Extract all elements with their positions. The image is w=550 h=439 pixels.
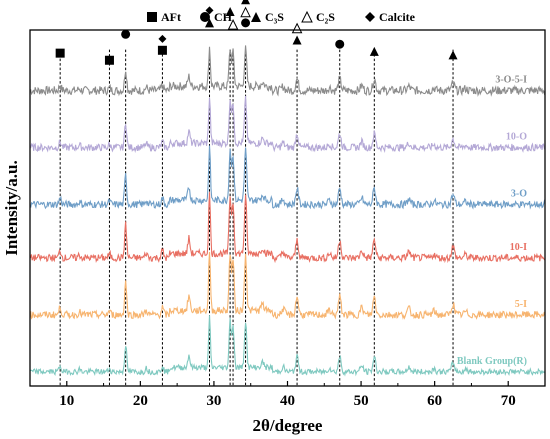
phase-marker-filled-square [55,48,65,58]
phase-marker-filled-circle [335,39,345,49]
legend-label: C₂S [316,10,335,24]
series-line [29,145,546,210]
series-label: 3-O [511,188,527,199]
series-label: 10-I [510,242,527,253]
x-tick-label: 70 [501,393,516,409]
series-line [29,192,546,264]
legend-label: C₃S [265,10,284,24]
series-line [29,95,546,154]
series-line [29,252,546,320]
x-tick-label: 50 [354,393,369,409]
series-label: 3-O-5-I [495,75,527,86]
legend-symbol-filled-circle [200,12,210,22]
x-axis-ticks: 10 20 30 40 50 60 70 [29,381,546,409]
x-axis-label: 2θ/degree [253,416,323,435]
legend: AFt CH C₃S C₂S Calcite [147,10,416,24]
x-tick-label: 10 [59,393,74,409]
series-lines [29,45,546,377]
reference-lines [59,49,454,386]
phase-marker-filled-diamond [158,34,167,43]
y-axis-label: Intensity/a.u. [2,160,21,255]
phase-marker-filled-triangle [369,46,379,56]
phase-marker-filled-diamond [205,6,214,15]
phase-marker-filled-triangle [448,50,458,60]
phase-marker-filled-triangle [205,18,215,28]
series-line [29,315,546,377]
series-label: 10-O [506,131,527,142]
series-line [29,45,546,97]
phase-marker-filled-square [104,55,114,65]
phase-marker-filled-square [157,45,167,55]
x-tick-label: 30 [206,393,221,409]
phase-marker-filled-triangle [292,35,302,45]
phase-marker-filled-triangle [225,6,235,16]
series-label: 5-I [515,299,527,310]
legend-symbol-filled-diamond [365,12,375,22]
phase-marker-filled-circle [241,18,251,28]
phase-marker-open-triangle [227,19,239,30]
series-label: Blank Group(R) [457,356,527,367]
series-labels: 3-O-5-I 10-O 3-O 10-I 5-I Blank Group(R) [457,75,527,367]
legend-label: AFt [161,10,181,24]
x-tick-label: 20 [133,393,148,409]
phase-markers [55,0,458,65]
legend-label: Calcite [379,10,416,24]
phase-marker-open-triangle [240,6,251,18]
plot-area: 3-O-5-I 10-O 3-O 10-I 5-I Blank Group(R) [29,0,546,386]
phase-marker-filled-circle [121,29,131,39]
legend-symbol-open-triangle [301,10,313,23]
legend-symbol-filled-square [147,12,157,22]
phase-marker-open-triangle [291,22,303,34]
x-tick-label: 60 [427,393,442,409]
legend-symbol-filled-triangle [251,12,261,22]
phase-marker-filled-triangle [241,0,251,5]
x-tick-label: 40 [280,393,295,409]
